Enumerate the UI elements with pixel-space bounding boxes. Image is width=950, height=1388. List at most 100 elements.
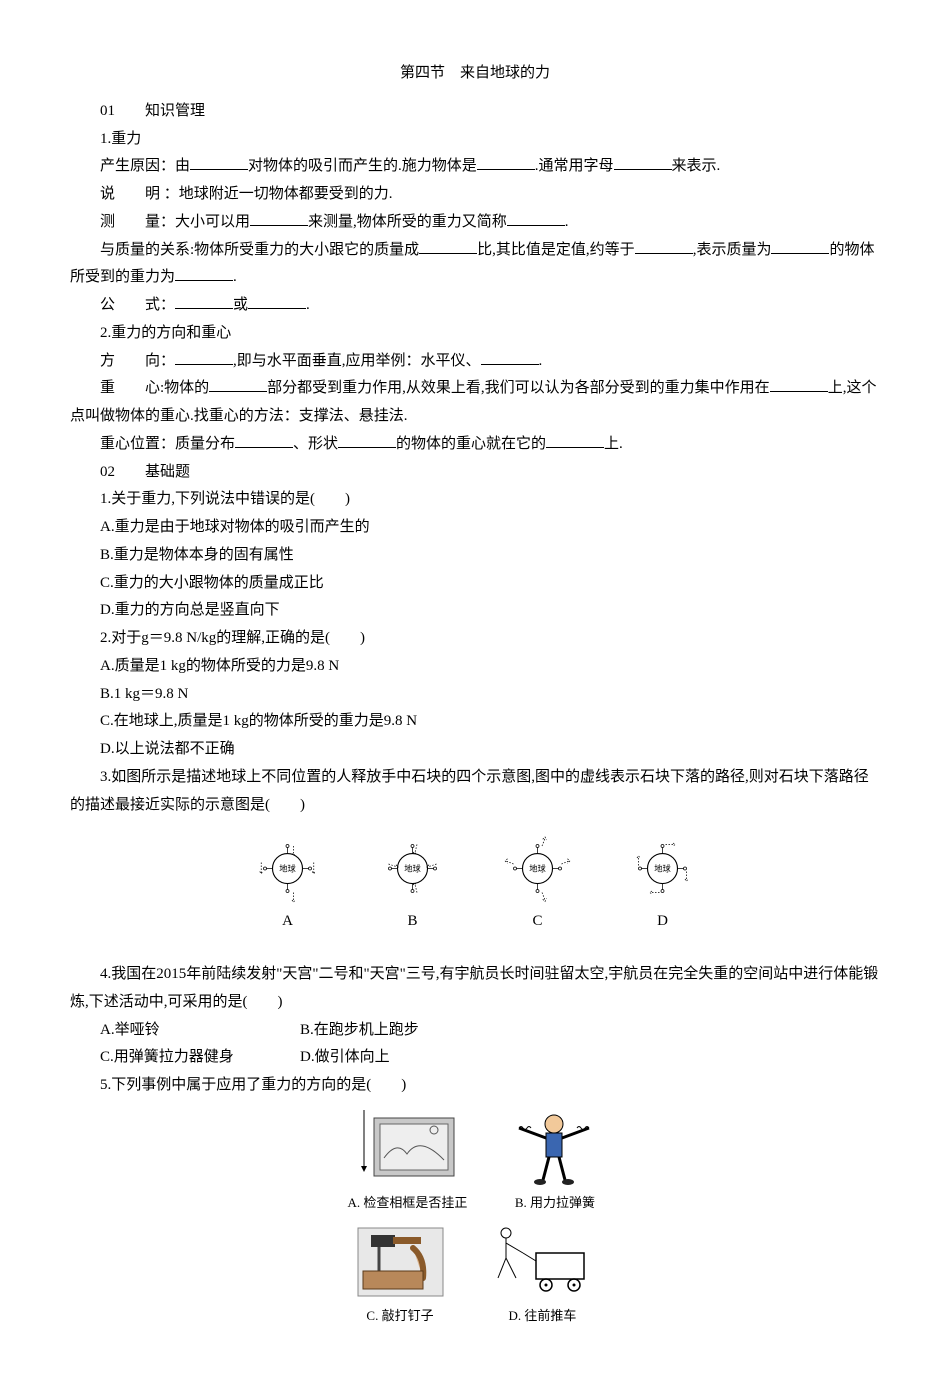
blank-input[interactable] — [419, 238, 477, 254]
blank-input[interactable] — [175, 293, 233, 309]
text-fragment: ,即与水平面垂直,应用举例：水平仪、 — [233, 353, 481, 369]
q5-stem: 5.下列事例中属于应用了重力的方向的是( ) — [70, 1072, 880, 1100]
q4-stem: 4.我国在2015年前陆续发射"天宫"二号和"天宫"三号,有宇航员长时间驻留太空… — [70, 961, 880, 1017]
item1-line1: 产生原因：由 对物体的吸引而产生的.施力物体是 .通常用字母 来表示. — [70, 153, 880, 181]
fig-caption: B. 用力拉弹簧 — [515, 1191, 595, 1215]
item1-line2: 说 明 ：地球附近一切物体都要受到的力. — [70, 181, 880, 209]
text-fragment: 重 心:物体的 — [100, 380, 209, 396]
q1-option-a: A.重力是由于地球对物体的吸引而产生的 — [70, 514, 880, 542]
blank-input[interactable] — [614, 154, 672, 170]
picture-frame-icon — [352, 1110, 462, 1188]
blank-input[interactable] — [770, 376, 828, 392]
q3-stem: 3.如图所示是描述地球上不同位置的人释放手中石块的四个示意图,图中的虚线表示石块… — [70, 764, 880, 820]
q4-option-b: B.在跑步机上跑步 — [300, 1017, 880, 1045]
text-fragment: . — [539, 353, 543, 369]
blank-input[interactable] — [250, 210, 308, 226]
text-fragment: 比,其比值是定值,约等于 — [477, 242, 635, 258]
q2-stem: 2.对于g＝9.8 N/kg的理解,正确的是( ) — [70, 625, 880, 653]
earth-diagram-d: 地球 D — [625, 831, 700, 936]
svg-text:地球: 地球 — [279, 864, 296, 874]
q2-option-a: A.质量是1 kg的物体所受的力是9.8 N — [70, 653, 880, 681]
blank-input[interactable] — [507, 210, 565, 226]
svg-text:地球: 地球 — [654, 864, 671, 874]
item1-line5: 公 式： 或. — [70, 292, 880, 320]
blank-input[interactable] — [771, 238, 829, 254]
q2-option-c: C.在地球上,质量是1 kg的物体所受的重力是9.8 N — [70, 708, 880, 736]
item2-heading: 2.重力的方向和重心 — [70, 320, 880, 348]
item1-line3: 测 量：大小可以用 来测量,物体所受的重力又简称. — [70, 209, 880, 237]
q5-fig-c: C. 敲打钉子 — [353, 1223, 448, 1328]
q1-stem: 1.关于重力,下列说法中错误的是( ) — [70, 486, 880, 514]
svg-text:地球: 地球 — [404, 864, 421, 874]
fig-caption: D. 往前推车 — [509, 1304, 577, 1328]
text-fragment: 方 向： — [100, 353, 175, 369]
q5-figures: A. 检查相框是否挂正 B. 用力拉弹簧 — [70, 1110, 880, 1328]
q2-option-b: B.1 kg＝9.8 N — [70, 681, 880, 709]
text-fragment: . — [306, 297, 310, 313]
diagram-label: D — [657, 908, 668, 936]
item2-line1: 方 向： ,即与水平面垂直,应用举例：水平仪、. — [70, 348, 880, 376]
text-fragment: 测 量：大小可以用 — [100, 214, 250, 230]
text-fragment: 与质量的关系:物体所受重力的大小跟它的质量成 — [100, 242, 419, 258]
q3-diagrams: 地球 A 地球 — [70, 831, 880, 936]
diagram-label: B — [407, 908, 417, 936]
text-fragment: 或 — [233, 297, 248, 313]
blank-input[interactable] — [235, 432, 293, 448]
earth-icon: 地球 — [625, 831, 700, 906]
blank-input[interactable] — [481, 349, 539, 365]
q1-option-d: D.重力的方向总是竖直向下 — [70, 597, 880, 625]
text-fragment: 上. — [604, 436, 623, 452]
blank-input[interactable] — [209, 376, 267, 392]
page-title: 第四节 来自地球的力 — [70, 60, 880, 88]
text-fragment: 来表示. — [672, 158, 721, 174]
text-fragment: .通常用字母 — [535, 158, 614, 174]
section01-label: 01 知识管理 — [70, 98, 880, 126]
svg-text:地球: 地球 — [529, 864, 546, 874]
text-fragment: 的物体的重心就在它的 — [396, 436, 546, 452]
item2-line2: 重 心:物体的 部分都受到重力作用,从效果上看,我们可以认为各部分受到的重力集中作… — [70, 375, 880, 431]
diagram-label: C — [532, 908, 542, 936]
text-fragment: 对物体的吸引而产生的.施力物体是 — [248, 158, 477, 174]
blank-input[interactable] — [248, 293, 306, 309]
section02-label: 02 基础题 — [70, 459, 880, 487]
text-fragment: 、形状 — [293, 436, 338, 452]
text-fragment: ,表示质量为 — [693, 242, 772, 258]
blank-input[interactable] — [477, 154, 535, 170]
text-fragment: 公 式： — [100, 297, 175, 313]
q5-fig-b: B. 用力拉弹簧 — [507, 1110, 602, 1215]
q4-option-a: A.举哑铃 — [100, 1017, 300, 1045]
blank-input[interactable] — [635, 238, 693, 254]
diagram-label: A — [282, 908, 293, 936]
text-fragment: 产生原因：由 — [100, 158, 190, 174]
earth-diagram-c: 地球 C — [500, 831, 575, 936]
blank-input[interactable] — [190, 154, 248, 170]
q1-option-b: B.重力是物体本身的固有属性 — [70, 542, 880, 570]
text-fragment: 来测量,物体所受的重力又简称 — [308, 214, 507, 230]
blank-input[interactable] — [338, 432, 396, 448]
fig-caption: C. 敲打钉子 — [366, 1304, 433, 1328]
q4-option-d: D.做引体向上 — [300, 1044, 880, 1072]
item2-line3: 重心位置：质量分布 、形状 的物体的重心就在它的 上. — [70, 431, 880, 459]
q5-fig-a: A. 检查相框是否挂正 — [348, 1110, 468, 1215]
text-fragment: . — [233, 269, 237, 285]
text-fragment: 重心位置：质量分布 — [100, 436, 235, 452]
blank-input[interactable] — [175, 349, 233, 365]
person-spring-icon — [507, 1110, 602, 1188]
item1-line4: 与质量的关系:物体所受重力的大小跟它的质量成 比,其比值是定值,约等于 ,表示质量为… — [70, 237, 880, 293]
fig-caption: A. 检查相框是否挂正 — [348, 1191, 468, 1215]
q5-fig-d: D. 往前推车 — [488, 1223, 598, 1328]
earth-diagram-b: 地球 B — [375, 831, 450, 936]
text-fragment: . — [565, 214, 569, 230]
blank-input[interactable] — [175, 265, 233, 281]
q4-option-c: C.用弹簧拉力器健身 — [100, 1044, 300, 1072]
q2-option-d: D.以上说法都不正确 — [70, 736, 880, 764]
earth-diagram-a: 地球 A — [250, 831, 325, 936]
hammer-nail-icon — [353, 1223, 448, 1301]
earth-icon: 地球 — [375, 831, 450, 906]
earth-icon: 地球 — [500, 831, 575, 906]
earth-icon: 地球 — [250, 831, 325, 906]
item1-heading: 1.重力 — [70, 126, 880, 154]
text-fragment: 部分都受到重力作用,从效果上看,我们可以认为各部分受到的重力集中作用在 — [267, 380, 770, 396]
push-cart-icon — [488, 1223, 598, 1301]
blank-input[interactable] — [546, 432, 604, 448]
